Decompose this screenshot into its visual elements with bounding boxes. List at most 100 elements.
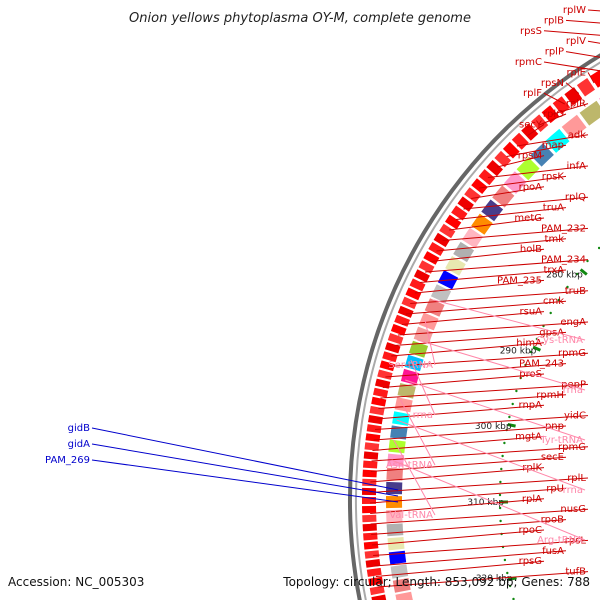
- gene-arrow: [375, 378, 391, 389]
- ruler-dot: [506, 571, 509, 575]
- feature-block: [392, 411, 410, 426]
- gene-arrow: [409, 278, 426, 292]
- gene-label: rplO: [543, 109, 564, 120]
- gene-arrow: [365, 433, 381, 442]
- rna-label-leader: [396, 419, 586, 491]
- gene-label: rplE: [566, 67, 586, 78]
- feature-block: [397, 383, 416, 399]
- rna-label-leader: [433, 299, 586, 341]
- gene-label: rpsS: [520, 26, 542, 37]
- feature-block: [413, 326, 434, 344]
- feature-block: [481, 199, 504, 222]
- gene-label: PAM_232: [541, 223, 586, 234]
- gene-arrow: [368, 415, 383, 425]
- ruler-dot: [508, 584, 512, 588]
- ruler-dot: [519, 376, 522, 380]
- gene-label-leader: [370, 467, 545, 483]
- gene-arrow: [362, 514, 377, 523]
- feature-tracks: [361, 69, 600, 600]
- feature-block: [561, 114, 587, 140]
- ruler-dot: [498, 493, 502, 497]
- gene-arrow: [464, 187, 481, 203]
- gene-arrow: [384, 342, 401, 354]
- blue-gene-label: gidA: [68, 439, 90, 450]
- gene-label-leader: [587, 9, 600, 12]
- gene-label: metG: [514, 213, 542, 224]
- feature-block: [579, 100, 600, 126]
- blue-gene-label-leader: [91, 443, 399, 497]
- gene-label: nusG: [560, 504, 586, 515]
- accession-label: Accession: NC_005303: [8, 575, 144, 589]
- ruler-dot: [512, 597, 515, 600]
- ruler-dot: [575, 272, 579, 276]
- gene-label-leader: [382, 373, 545, 388]
- gene-arrow: [362, 478, 377, 487]
- ruler-tick-label: 290 kbp: [500, 346, 537, 356]
- gene-label-leader: [456, 207, 567, 220]
- gene-arrow: [511, 132, 529, 150]
- gene-label-leader: [370, 498, 545, 514]
- gene-label-leader: [516, 134, 589, 147]
- gene-arrow: [363, 541, 379, 550]
- gene-label-leader: [565, 19, 600, 24]
- gene-label-leader: [385, 363, 567, 378]
- gene-arrow: [418, 260, 435, 274]
- feature-block: [545, 128, 570, 153]
- gene-label-leader: [370, 508, 589, 525]
- rna-label: rrna: [563, 485, 583, 496]
- ruler-dot: [529, 350, 533, 354]
- gene-label: rpoA: [519, 182, 543, 193]
- gene-label: rplB: [544, 15, 564, 26]
- gene-label: trxA: [543, 265, 564, 276]
- gene-label: rpU: [546, 483, 564, 494]
- feature-block: [492, 185, 515, 208]
- feature-block: [386, 509, 403, 523]
- rna-label-leader: [410, 359, 436, 416]
- ruler-tick-label: 300 kbp: [475, 422, 512, 432]
- gene-arrow: [397, 305, 414, 318]
- gene-label: rplQ: [565, 192, 586, 203]
- gene-label-leader: [391, 342, 545, 357]
- gene-label-leader: [543, 30, 600, 36]
- gene-arrow: [382, 351, 398, 363]
- feature-block: [418, 312, 439, 331]
- ruler-dot: [498, 506, 502, 510]
- gene-label: secY: [519, 119, 543, 130]
- gene-label-leader: [527, 123, 545, 136]
- ruler-dot: [586, 259, 589, 263]
- gene-arrow: [373, 387, 389, 398]
- feature-block: [516, 157, 540, 181]
- gene-label-leader: [373, 425, 567, 441]
- gene-label: rplF: [523, 88, 542, 99]
- gene-label-leader: [394, 331, 567, 346]
- gene-label: pepP: [561, 379, 586, 390]
- gene-label: rsuA: [520, 307, 543, 318]
- gene-label-leader: [587, 40, 600, 44]
- map-title: Onion yellows phytoplasma OY-M, complete…: [129, 11, 471, 26]
- backbone-outer: [348, 53, 600, 600]
- ruler-dot: [566, 285, 569, 289]
- ruler-dot: [524, 363, 527, 367]
- gene-arrow: [494, 150, 512, 168]
- gene-label-leader: [471, 186, 545, 199]
- gene-label-leader: [414, 279, 545, 294]
- topology-summary: Topology: circular; Length: 853,092 bp; …: [282, 575, 590, 589]
- gene-arrow: [401, 296, 418, 310]
- blue-gene-label-leader: [91, 459, 399, 503]
- rna-label: Tyr-tRNA: [539, 435, 583, 446]
- ruler-dot: [597, 246, 600, 250]
- ruler-dot: [511, 402, 514, 406]
- ruler-dot: [499, 480, 502, 484]
- gene-label-leader: [374, 415, 589, 430]
- gene-arrow: [371, 396, 387, 407]
- gene-label: rplV: [566, 36, 586, 47]
- gene-arrow: [531, 114, 549, 132]
- gene-arrow: [457, 196, 474, 212]
- gene-arrow: [433, 232, 450, 248]
- gene-label: infA: [567, 161, 587, 172]
- gene-label-leader: [388, 352, 589, 367]
- feature-block: [400, 368, 420, 385]
- gene-label: rplR: [566, 99, 586, 110]
- gene-arrow: [363, 460, 378, 469]
